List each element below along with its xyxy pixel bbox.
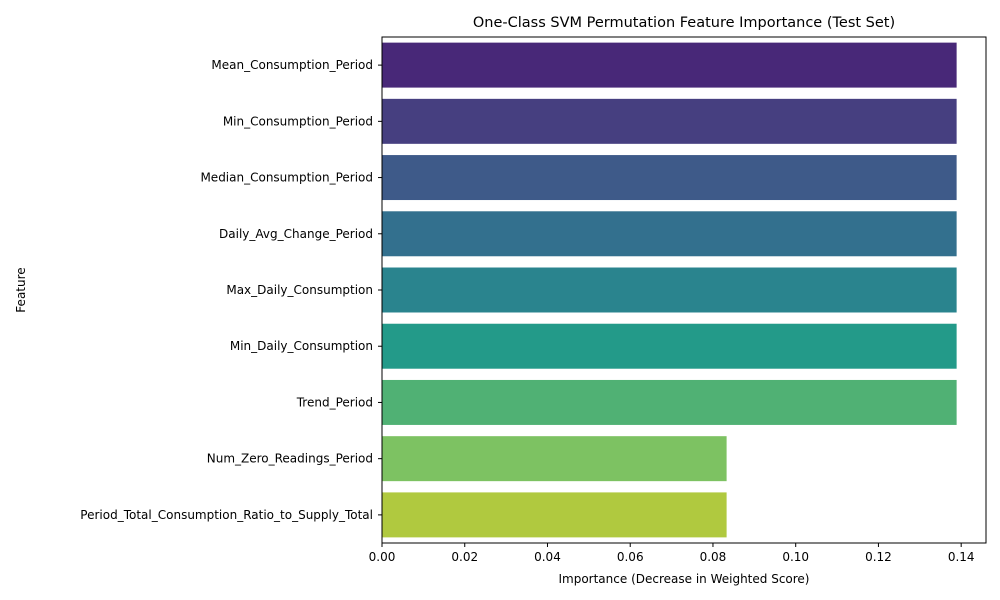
x-axis-title: Importance (Decrease in Weighted Score) — [558, 572, 809, 586]
bar-Mean_Consumption_Period — [382, 42, 957, 88]
x-tick-label: 0.00 — [369, 550, 396, 564]
y-axis-title: Feature — [14, 267, 28, 312]
y-tick-label: Median_Consumption_Period — [200, 171, 373, 185]
y-axis-ticks: Mean_Consumption_Period Min_Consumption_P… — [80, 58, 382, 522]
bar-Median_Consumption_Period — [382, 155, 957, 201]
x-tick-label: 0.10 — [782, 550, 809, 564]
y-tick-label: Min_Consumption_Period — [223, 114, 373, 128]
bar-Max_Daily_Consumption — [382, 267, 957, 313]
y-tick-label: Mean_Consumption_Period — [211, 58, 373, 72]
x-axis-ticks: 0.00 0.02 0.04 0.06 0.08 0.10 0.12 0.14 — [369, 543, 975, 564]
bar-Period_Total_Consumption_Ratio_to_Supply_Total — [382, 492, 727, 538]
axes-spines — [381, 36, 987, 544]
bar-Min_Consumption_Period — [382, 98, 957, 144]
bar-Daily_Avg_Change_Period — [382, 211, 957, 257]
y-tick-label: Min_Daily_Consumption — [230, 339, 373, 353]
x-tick-label: 0.06 — [617, 550, 644, 564]
bar-Num_Zero_Readings_Period — [382, 436, 727, 482]
bar-Min_Daily_Consumption — [382, 323, 957, 369]
chart-title: One-Class SVM Permutation Feature Import… — [473, 15, 895, 31]
x-tick-label: 0.04 — [534, 550, 561, 564]
x-tick-label: 0.14 — [948, 550, 975, 564]
plot-frame — [381, 36, 987, 544]
y-tick-label: Max_Daily_Consumption — [226, 283, 373, 297]
x-tick-label: 0.02 — [451, 550, 478, 564]
y-tick-label: Daily_Avg_Change_Period — [219, 227, 373, 241]
x-tick-label: 0.12 — [865, 550, 892, 564]
bar-Trend_Period — [382, 379, 957, 425]
x-tick-label: 0.08 — [700, 550, 727, 564]
y-tick-label: Num_Zero_Readings_Period — [207, 452, 373, 466]
y-tick-label: Trend_Period — [296, 395, 373, 409]
y-tick-label: Period_Total_Consumption_Ratio_to_Supply… — [80, 508, 373, 522]
bars-group — [382, 42, 957, 538]
